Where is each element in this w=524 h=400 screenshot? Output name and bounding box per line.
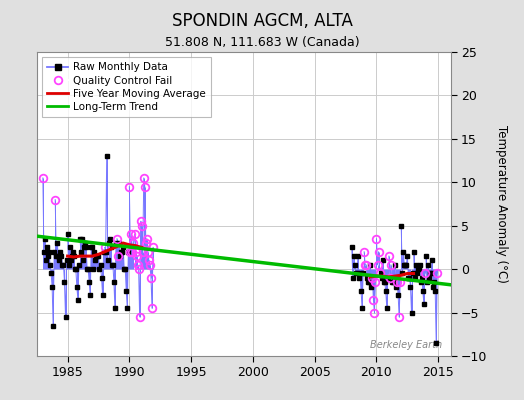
Legend: Raw Monthly Data, Quality Control Fail, Five Year Moving Average, Long-Term Tren: Raw Monthly Data, Quality Control Fail, …: [42, 57, 211, 117]
Text: SPONDIN AGCM, ALTA: SPONDIN AGCM, ALTA: [171, 12, 353, 30]
Text: 51.808 N, 111.683 W (Canada): 51.808 N, 111.683 W (Canada): [165, 36, 359, 49]
Text: Berkeley Earth: Berkeley Earth: [370, 340, 442, 350]
Y-axis label: Temperature Anomaly (°C): Temperature Anomaly (°C): [495, 125, 508, 283]
